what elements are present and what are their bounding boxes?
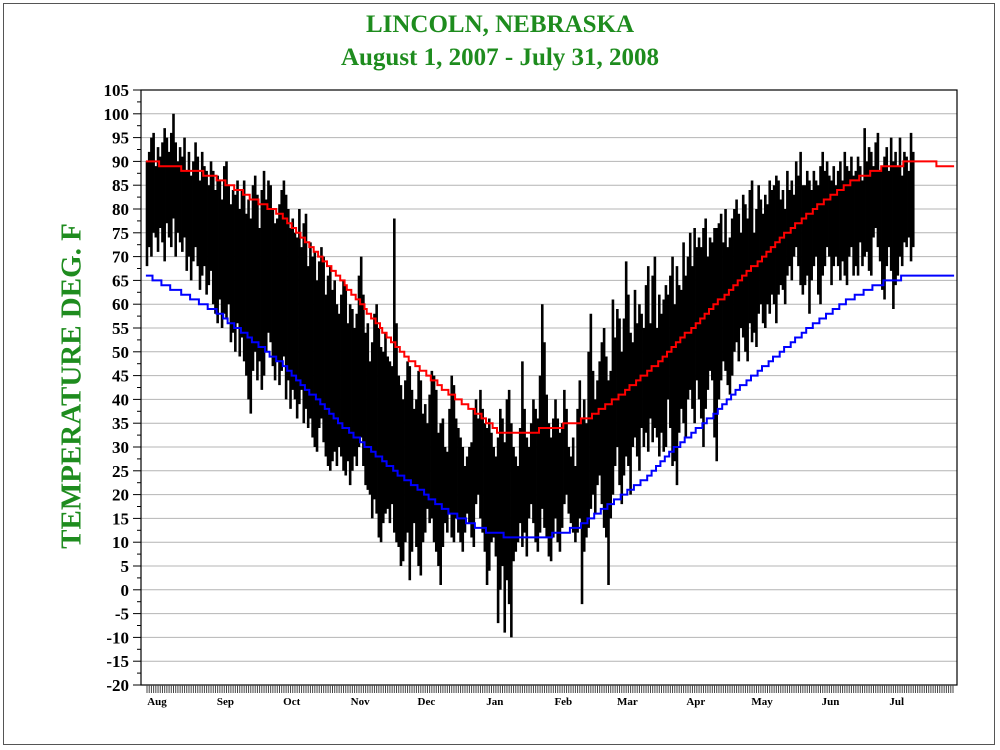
y-tick-label: 60	[112, 295, 129, 314]
y-tick-label: 65	[112, 271, 129, 290]
y-tick-label: 45	[112, 367, 129, 386]
y-tick-label: 50	[112, 343, 129, 362]
y-tick-label: 35	[112, 414, 129, 433]
y-tick-label: 75	[112, 224, 129, 243]
y-tick-label: 5	[121, 557, 130, 576]
x-month-label: Jan	[486, 696, 503, 708]
y-tick-label: 90	[112, 152, 129, 171]
chart-title: LINCOLN, NEBRASKA	[365, 11, 635, 38]
x-month-label: Mar	[617, 696, 638, 708]
y-tick-label: 30	[112, 438, 129, 457]
y-tick-label: 25	[112, 462, 129, 481]
normal-low-line	[145, 274, 955, 539]
y-tick-label: 105	[104, 81, 130, 100]
x-month-label: Dec	[418, 696, 436, 708]
y-tick-label: 70	[112, 248, 129, 267]
x-month-label: Oct	[283, 696, 300, 708]
y-tick-label: 10	[112, 533, 129, 552]
x-month-label: May	[751, 696, 773, 708]
y-tick-label: 100	[104, 105, 130, 124]
x-month-label: Nov	[351, 696, 370, 708]
chart-subtitle: August 1, 2007 - July 31, 2008	[340, 44, 660, 71]
daily-temperature-bars	[145, 113, 915, 638]
y-tick-label: 15	[112, 509, 129, 528]
normal-lines	[145, 160, 955, 539]
y-tick-label: -15	[106, 652, 129, 671]
x-month-label: Apr	[686, 696, 705, 708]
y-tick-label: -20	[106, 676, 129, 695]
x-month-label: Sep	[217, 696, 234, 708]
x-month-label: Jul	[889, 696, 904, 708]
y-tick-label: 95	[112, 129, 129, 148]
y-tick-label: 20	[112, 486, 129, 505]
normal-high-line	[145, 160, 955, 434]
x-month-label: Aug	[147, 696, 167, 708]
y-tick-label: -10	[106, 628, 129, 647]
y-tick-label: -5	[115, 605, 129, 624]
axes: -20 -15 -10 -5 0 5 10 15 20 25 30 35 40 45 50 55 60 65 70 7…	[104, 81, 958, 708]
y-tick-label: 0	[121, 581, 130, 600]
x-month-label: Jun	[822, 696, 840, 708]
y-tick-label: 40	[112, 390, 129, 409]
x-month-label: Feb	[554, 696, 572, 708]
y-tick-label: 55	[112, 319, 129, 338]
y-tick-label: 85	[112, 176, 129, 195]
y-tick-label: 80	[112, 200, 129, 219]
chart-frame	[3, 3, 995, 745]
